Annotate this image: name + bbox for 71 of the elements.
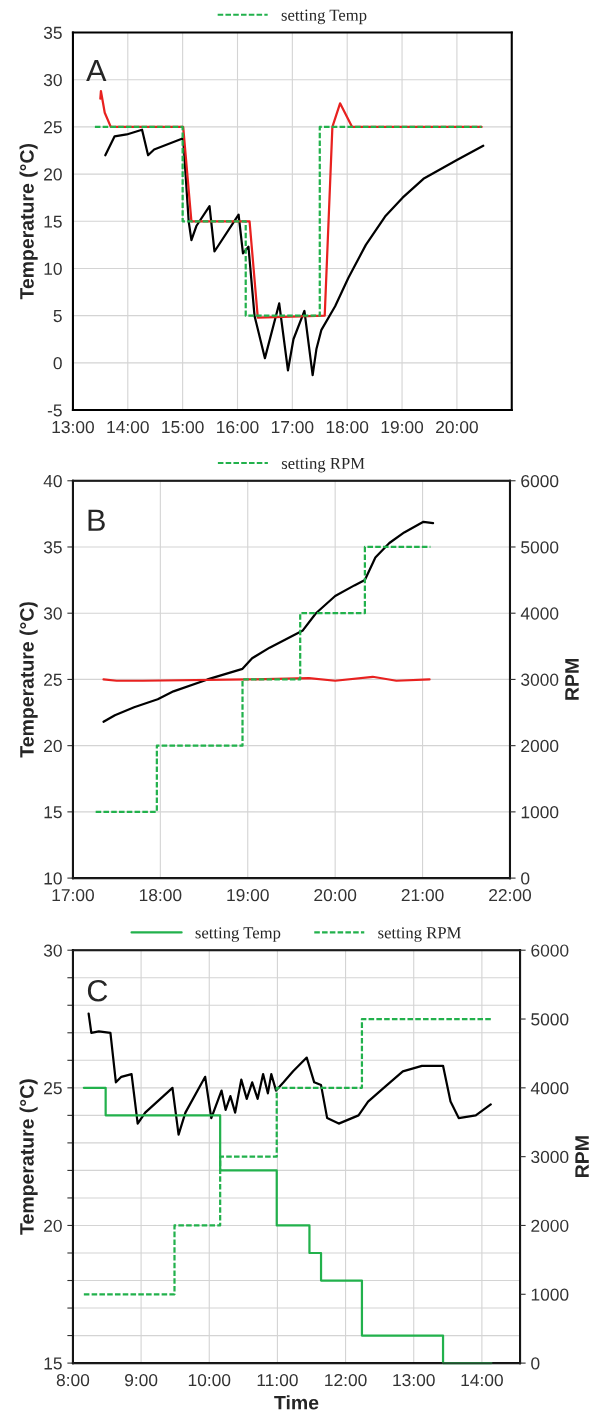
x-tick-label: 15:00 bbox=[162, 420, 204, 434]
y-tick-label: 30 bbox=[43, 73, 62, 87]
y-tick-label: 15 bbox=[44, 215, 62, 228]
y-tick-label: 35 bbox=[43, 541, 62, 554]
y2-tick-label: 6000 bbox=[521, 474, 559, 488]
x-tick-label: 10:00 bbox=[188, 1373, 231, 1387]
y2-tick-label: 1000 bbox=[531, 1288, 569, 1301]
y-tick-label: 30 bbox=[43, 944, 62, 957]
x-tick-label: 21:00 bbox=[401, 888, 444, 902]
y2-axis-title: RPM bbox=[565, 659, 579, 700]
y2-tick-label: 3000 bbox=[521, 673, 559, 686]
y-axis-title: Temperature (°C) bbox=[19, 143, 38, 300]
y-tick-label: 5 bbox=[53, 310, 62, 323]
line-series bbox=[87, 1012, 492, 1136]
legend-label: setting RPM bbox=[378, 927, 461, 942]
y2-tick-label: 2000 bbox=[521, 739, 559, 753]
x-tick-label: 22:00 bbox=[489, 888, 532, 902]
y-tick-label: 35 bbox=[43, 26, 62, 39]
y-tick-label: 10 bbox=[44, 262, 62, 275]
y2-axis-title: RPM bbox=[575, 1136, 589, 1177]
annotation: A bbox=[86, 60, 107, 82]
x-tick-label: 13:00 bbox=[393, 1373, 435, 1387]
x-tick-label: 17:00 bbox=[271, 420, 314, 434]
y-tick-label: 25 bbox=[44, 1082, 62, 1095]
y-tick-label: 40 bbox=[43, 474, 62, 488]
y-tick-label: 15 bbox=[44, 806, 62, 819]
x-tick-label: 18:00 bbox=[139, 888, 182, 902]
legend-label: setting Temp bbox=[281, 9, 367, 25]
x-tick-label: 16:00 bbox=[217, 420, 259, 434]
y-tick-label: 20 bbox=[44, 739, 62, 753]
y-tick-label: 0 bbox=[53, 357, 62, 370]
y-tick-label: 25 bbox=[44, 673, 62, 686]
y-axis-title: Temperature (°C) bbox=[19, 602, 38, 758]
line-series bbox=[104, 128, 485, 377]
x-tick-label: 17:00 bbox=[52, 888, 94, 902]
y-axis-title: Temperature (°C) bbox=[19, 1079, 38, 1235]
y2-tick-label: 3000 bbox=[531, 1150, 569, 1164]
x-tick-label: 8:00 bbox=[56, 1373, 90, 1387]
x-tick-label: 11:00 bbox=[257, 1373, 298, 1387]
y-tick-label: 15 bbox=[44, 1357, 62, 1370]
y2-tick-label: 1000 bbox=[521, 806, 559, 819]
y2-tick-label: 4000 bbox=[520, 607, 559, 620]
x-tick-label: 19:00 bbox=[227, 888, 269, 902]
x-tick-label: 12:00 bbox=[325, 1373, 367, 1387]
x-axis-title: Time bbox=[274, 1395, 319, 1410]
x-tick-label: 13:00 bbox=[52, 420, 94, 434]
x-tick-label: 14:00 bbox=[461, 1373, 503, 1387]
y2-tick-label: 4000 bbox=[530, 1082, 569, 1095]
x-tick-label: 20:00 bbox=[314, 888, 357, 902]
x-tick-label: 9:00 bbox=[125, 1373, 158, 1387]
y2-tick-label: 5000 bbox=[531, 1013, 569, 1026]
y2-tick-label: 0 bbox=[521, 872, 530, 885]
y-tick-label: -5 bbox=[47, 404, 62, 417]
x-tick-label: 19:00 bbox=[381, 420, 424, 434]
y-tick-label: 20 bbox=[44, 1219, 62, 1232]
y2-tick-label: 2000 bbox=[531, 1219, 569, 1232]
y-tick-label: 30 bbox=[43, 607, 62, 620]
x-tick-label: 14:00 bbox=[107, 420, 149, 434]
y-tick-label: 10 bbox=[44, 872, 62, 885]
y-tick-label: 20 bbox=[44, 168, 62, 181]
legend-label: setting RPM bbox=[281, 457, 365, 473]
y2-tick-label: 5000 bbox=[521, 541, 559, 554]
annotation: C bbox=[87, 979, 108, 1002]
y2-tick-label: 6000 bbox=[531, 944, 569, 957]
x-tick-label: 20:00 bbox=[436, 420, 478, 434]
y2-tick-label: 0 bbox=[531, 1357, 540, 1370]
line-series bbox=[99, 89, 483, 319]
legend-label: setting Temp bbox=[195, 927, 281, 942]
y-tick-label: 25 bbox=[44, 121, 62, 134]
x-tick-label: 18:00 bbox=[326, 420, 369, 434]
annotation: B bbox=[88, 509, 105, 531]
